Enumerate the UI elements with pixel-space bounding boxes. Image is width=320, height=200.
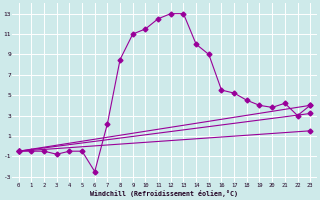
X-axis label: Windchill (Refroidissement éolien,°C): Windchill (Refroidissement éolien,°C) bbox=[91, 190, 238, 197]
